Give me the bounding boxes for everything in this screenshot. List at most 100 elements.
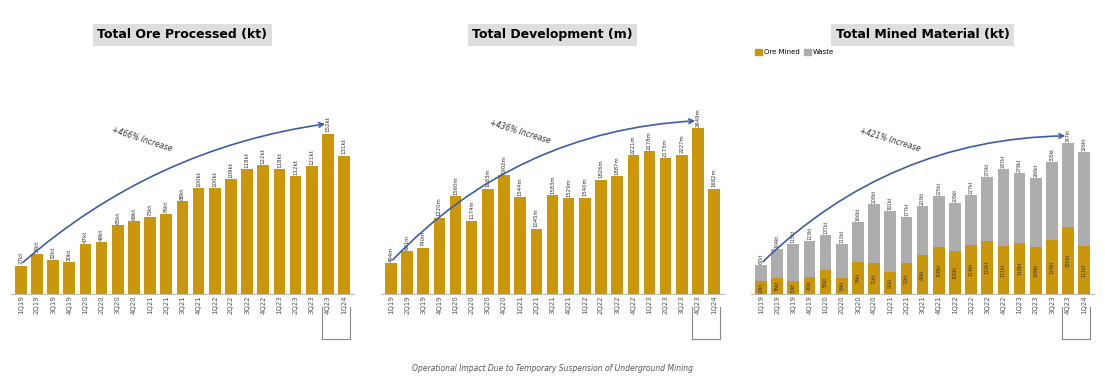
Text: 225kt: 225kt xyxy=(936,182,941,195)
Bar xyxy=(788,281,799,294)
Bar xyxy=(966,245,977,294)
Text: 203kt: 203kt xyxy=(920,192,925,205)
Text: 123kt: 123kt xyxy=(807,226,812,240)
Text: 347kt: 347kt xyxy=(1065,129,1071,142)
Bar xyxy=(498,175,509,294)
Bar xyxy=(676,155,687,294)
Text: 49kt: 49kt xyxy=(99,229,104,241)
Bar xyxy=(1046,161,1057,240)
Text: 118kt: 118kt xyxy=(277,152,282,168)
Text: 114kt: 114kt xyxy=(969,263,974,276)
Bar xyxy=(788,244,799,281)
Text: 122kt: 122kt xyxy=(985,261,990,274)
Bar xyxy=(209,188,221,294)
Bar xyxy=(96,242,107,294)
Bar xyxy=(644,152,655,294)
Text: 115kt: 115kt xyxy=(791,230,796,243)
Text: 1826m: 1826m xyxy=(599,160,603,178)
Bar xyxy=(771,249,783,279)
Bar xyxy=(514,198,526,294)
Bar xyxy=(547,195,558,294)
Text: 1683m: 1683m xyxy=(485,169,491,187)
Text: 111kt: 111kt xyxy=(1001,263,1006,277)
Bar xyxy=(562,198,575,294)
Text: 40kt: 40kt xyxy=(807,280,812,290)
Bar xyxy=(869,204,880,263)
Text: 118kt: 118kt xyxy=(1017,262,1022,275)
Text: 1529m: 1529m xyxy=(566,178,571,197)
Bar xyxy=(869,263,880,294)
Bar xyxy=(48,260,59,294)
Bar xyxy=(225,179,236,294)
Bar xyxy=(290,176,302,294)
Bar xyxy=(385,263,397,294)
Text: 27kt: 27kt xyxy=(19,252,23,264)
Bar xyxy=(628,155,639,294)
Bar xyxy=(257,165,269,294)
Bar xyxy=(708,189,720,294)
Text: 47kt: 47kt xyxy=(83,231,88,243)
Bar xyxy=(274,169,285,294)
Bar xyxy=(803,241,815,277)
Bar xyxy=(836,277,848,294)
Text: 137kt: 137kt xyxy=(823,220,828,233)
Text: 326kt: 326kt xyxy=(1082,138,1086,152)
Bar xyxy=(966,195,977,245)
Bar xyxy=(884,272,896,294)
Text: 1544m: 1544m xyxy=(517,178,523,196)
Text: 109kt: 109kt xyxy=(229,162,233,178)
Text: 111kt: 111kt xyxy=(1082,263,1086,277)
Text: 29kt: 29kt xyxy=(758,283,764,293)
Bar xyxy=(660,158,672,294)
Text: 152kt: 152kt xyxy=(325,116,330,132)
Text: 100kt: 100kt xyxy=(196,171,201,187)
Bar xyxy=(1030,178,1042,247)
Bar xyxy=(80,244,92,294)
Text: 2278m: 2278m xyxy=(648,132,652,150)
Bar xyxy=(418,248,429,294)
Bar xyxy=(901,217,913,263)
Text: 1902m: 1902m xyxy=(502,155,506,174)
Text: 112kt: 112kt xyxy=(293,159,298,175)
Text: 1560m: 1560m xyxy=(453,176,457,195)
Text: 2227m: 2227m xyxy=(680,135,684,153)
Text: 287kt: 287kt xyxy=(1001,155,1006,169)
Bar xyxy=(482,188,494,294)
Bar xyxy=(933,196,945,247)
Text: 278kt: 278kt xyxy=(1017,159,1022,172)
Bar xyxy=(1046,240,1057,294)
Bar xyxy=(820,270,831,294)
Text: 2173m: 2173m xyxy=(663,138,669,157)
Bar xyxy=(917,255,928,294)
Text: 1220m: 1220m xyxy=(436,198,442,216)
Text: 131kt: 131kt xyxy=(341,139,347,155)
Bar xyxy=(596,180,607,294)
Text: +436% Increase: +436% Increase xyxy=(488,119,551,146)
Bar xyxy=(192,188,204,294)
Text: 88kt: 88kt xyxy=(180,187,185,200)
Text: +466% Increase: +466% Increase xyxy=(110,126,173,154)
Bar xyxy=(433,218,445,294)
Text: 1682m: 1682m xyxy=(712,169,717,187)
Title: Total Development (m): Total Development (m) xyxy=(472,28,633,41)
Bar xyxy=(466,221,477,294)
Bar xyxy=(949,203,960,251)
Bar xyxy=(112,225,124,294)
Text: 166kt: 166kt xyxy=(855,208,861,221)
Bar xyxy=(949,251,960,294)
Bar xyxy=(450,196,461,294)
Bar xyxy=(241,169,253,294)
Bar xyxy=(177,201,188,294)
Text: 71kt: 71kt xyxy=(872,273,876,284)
Bar xyxy=(322,133,334,294)
Text: 89kt: 89kt xyxy=(920,270,925,280)
Bar xyxy=(401,251,413,294)
Text: 115kt: 115kt xyxy=(840,230,844,243)
Bar xyxy=(1078,152,1090,246)
Text: 740m: 740m xyxy=(421,231,425,247)
Bar xyxy=(998,246,1009,294)
Text: 51kt: 51kt xyxy=(887,278,893,288)
Bar xyxy=(981,241,993,294)
Bar xyxy=(128,221,139,294)
Text: Operational Impact Due to Temporary Suspension of Underground Mining: Operational Impact Due to Temporary Susp… xyxy=(412,364,693,373)
